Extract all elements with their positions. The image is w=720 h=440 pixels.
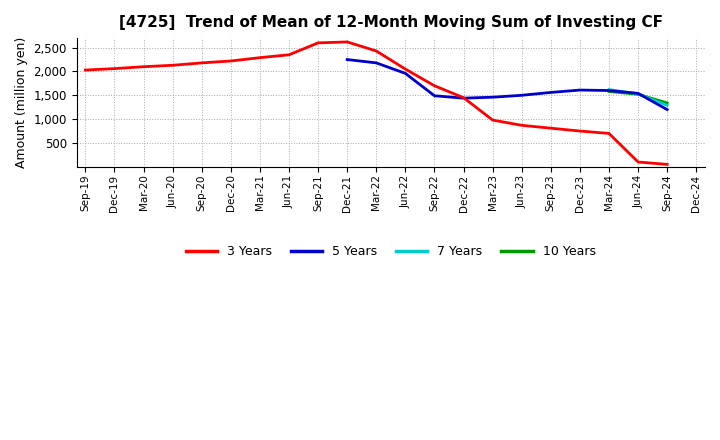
3 Years <box>518 123 526 128</box>
Y-axis label: Amount (million yen): Amount (million yen) <box>15 37 28 168</box>
5 Years <box>459 95 468 101</box>
3 Years <box>314 40 323 45</box>
7 Years <box>663 103 672 108</box>
5 Years <box>518 93 526 98</box>
5 Years <box>546 90 555 95</box>
3 Years <box>634 159 642 165</box>
Title: [4725]  Trend of Mean of 12-Month Moving Sum of Investing CF: [4725] Trend of Mean of 12-Month Moving … <box>119 15 663 30</box>
3 Years <box>227 59 235 64</box>
3 Years <box>546 125 555 131</box>
5 Years <box>430 93 438 99</box>
Line: 3 Years: 3 Years <box>86 42 667 165</box>
3 Years <box>488 117 497 123</box>
3 Years <box>459 95 468 100</box>
Legend: 3 Years, 5 Years, 7 Years, 10 Years: 3 Years, 5 Years, 7 Years, 10 Years <box>181 240 600 263</box>
7 Years <box>605 87 613 92</box>
5 Years <box>634 91 642 96</box>
Line: 7 Years: 7 Years <box>609 90 667 105</box>
5 Years <box>575 88 584 93</box>
3 Years <box>139 64 148 70</box>
3 Years <box>256 55 264 60</box>
3 Years <box>197 60 206 66</box>
3 Years <box>663 162 672 167</box>
7 Years <box>634 91 642 96</box>
5 Years <box>605 88 613 93</box>
3 Years <box>372 48 381 54</box>
3 Years <box>81 67 90 73</box>
Line: 5 Years: 5 Years <box>347 59 667 110</box>
5 Years <box>372 60 381 66</box>
3 Years <box>401 66 410 72</box>
3 Years <box>605 131 613 136</box>
3 Years <box>575 128 584 134</box>
3 Years <box>343 39 351 44</box>
5 Years <box>488 95 497 100</box>
5 Years <box>343 57 351 62</box>
3 Years <box>430 83 438 88</box>
3 Years <box>284 52 293 58</box>
10 Years <box>634 92 642 97</box>
10 Years <box>605 89 613 94</box>
5 Years <box>663 107 672 112</box>
5 Years <box>401 71 410 76</box>
Line: 10 Years: 10 Years <box>609 92 667 103</box>
10 Years <box>663 100 672 106</box>
3 Years <box>110 66 119 71</box>
3 Years <box>168 62 177 68</box>
